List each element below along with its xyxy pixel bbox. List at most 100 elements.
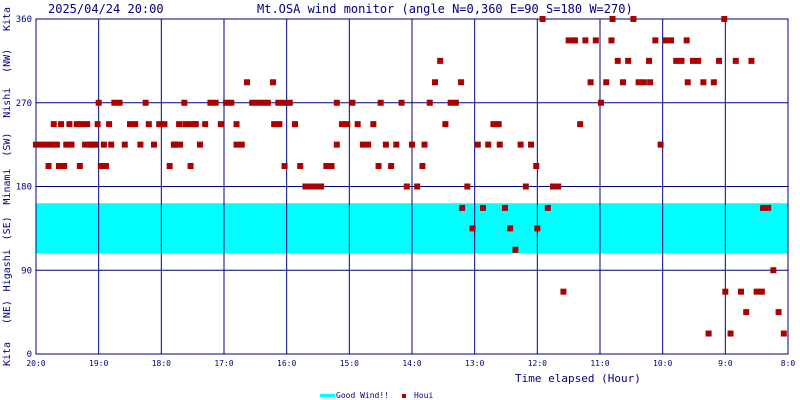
houi-point bbox=[339, 121, 346, 128]
houi-point bbox=[275, 99, 282, 106]
houi-point bbox=[442, 121, 449, 128]
houi-point bbox=[156, 121, 163, 128]
houi-point bbox=[108, 141, 115, 148]
houi-point bbox=[469, 225, 476, 232]
houi-point bbox=[689, 57, 696, 64]
houi-point bbox=[281, 163, 288, 170]
houi-point bbox=[233, 121, 240, 128]
houi-point bbox=[507, 225, 514, 232]
houi-point bbox=[474, 141, 481, 148]
houi-point bbox=[528, 141, 535, 148]
houi-point bbox=[743, 309, 750, 316]
houi-point bbox=[276, 121, 283, 128]
y-tick-label: 0 bbox=[27, 350, 32, 360]
houi-point bbox=[560, 288, 567, 295]
houi-point bbox=[61, 163, 68, 170]
houi-point bbox=[582, 37, 589, 44]
y-direction-label: Kita bbox=[2, 7, 13, 31]
houi-point bbox=[323, 163, 330, 170]
houi-point bbox=[388, 163, 395, 170]
houi-point bbox=[249, 99, 256, 106]
houi-point bbox=[186, 121, 193, 128]
houi-point bbox=[732, 57, 739, 64]
houi-point bbox=[181, 99, 188, 106]
houi-point bbox=[217, 121, 224, 128]
houi-point bbox=[398, 99, 405, 106]
houi-point bbox=[187, 163, 194, 170]
houi-point bbox=[673, 57, 680, 64]
houi-point bbox=[458, 79, 465, 86]
houi-point bbox=[270, 79, 277, 86]
houi-point bbox=[419, 163, 426, 170]
x-tick-label: 8:0 bbox=[781, 359, 796, 368]
houi-point bbox=[652, 37, 659, 44]
houi-point bbox=[50, 121, 57, 128]
houi-point bbox=[668, 37, 675, 44]
houi-point bbox=[302, 183, 309, 190]
houi-point bbox=[377, 99, 384, 106]
houi-point bbox=[161, 121, 168, 128]
houi-point bbox=[177, 141, 184, 148]
houi-point bbox=[182, 121, 189, 128]
houi-point bbox=[212, 99, 219, 106]
houi-point bbox=[700, 79, 707, 86]
houi-point bbox=[684, 79, 691, 86]
houi-point bbox=[414, 183, 421, 190]
houi-point bbox=[683, 37, 690, 44]
x-axis-label: Time elapsed (Hour) bbox=[515, 372, 641, 385]
legend-good-wind-label: Good Wind!! bbox=[336, 391, 389, 400]
legend-houi-label: Houi bbox=[414, 391, 433, 400]
houi-point bbox=[132, 121, 139, 128]
houi-point bbox=[318, 183, 325, 190]
houi-point bbox=[76, 163, 83, 170]
houi-point bbox=[95, 99, 102, 106]
houi-point bbox=[94, 121, 101, 128]
houi-point bbox=[765, 204, 772, 211]
y-direction-label: (SE) bbox=[2, 216, 13, 240]
houi-point bbox=[63, 141, 70, 148]
houi-point bbox=[587, 79, 594, 86]
houi-point bbox=[710, 79, 717, 86]
houi-point bbox=[775, 309, 782, 316]
houi-point bbox=[592, 37, 599, 44]
chart-datetime: 2025/04/24 20:00 bbox=[48, 2, 164, 16]
houi-point bbox=[447, 99, 454, 106]
houi-point bbox=[45, 163, 52, 170]
x-tick-label: 20:0 bbox=[26, 359, 45, 368]
houi-point bbox=[603, 79, 610, 86]
houi-point bbox=[100, 141, 107, 148]
houi-point bbox=[233, 141, 240, 148]
houi-point bbox=[137, 141, 144, 148]
houi-point bbox=[657, 141, 664, 148]
houi-point bbox=[359, 141, 366, 148]
houi-point bbox=[533, 163, 540, 170]
legend-good-wind-swatch bbox=[320, 394, 335, 397]
houi-point bbox=[758, 288, 765, 295]
houi-point bbox=[539, 16, 546, 22]
houi-point bbox=[421, 141, 428, 148]
houi-point bbox=[73, 121, 80, 128]
houi-point bbox=[614, 57, 621, 64]
houi-point bbox=[33, 141, 39, 148]
y-direction-label: Kita bbox=[2, 342, 13, 366]
houi-point bbox=[126, 121, 133, 128]
houi-point bbox=[646, 57, 653, 64]
houi-point bbox=[333, 99, 340, 106]
houi-point bbox=[770, 267, 777, 274]
houi-point bbox=[333, 141, 340, 148]
houi-point bbox=[176, 121, 183, 128]
x-tick-label: 16:0 bbox=[277, 359, 296, 368]
houi-point bbox=[43, 141, 50, 148]
houi-point bbox=[243, 79, 250, 86]
y-direction-label: Nishi bbox=[2, 88, 13, 118]
houi-point bbox=[485, 141, 492, 148]
houi-point bbox=[121, 141, 128, 148]
houi-point bbox=[625, 57, 632, 64]
houi-point bbox=[207, 99, 214, 106]
houi-point bbox=[490, 121, 497, 128]
y-direction-label: Higashi bbox=[2, 249, 13, 291]
houi-point bbox=[577, 121, 584, 128]
houi-point bbox=[92, 141, 99, 148]
houi-point bbox=[393, 141, 400, 148]
